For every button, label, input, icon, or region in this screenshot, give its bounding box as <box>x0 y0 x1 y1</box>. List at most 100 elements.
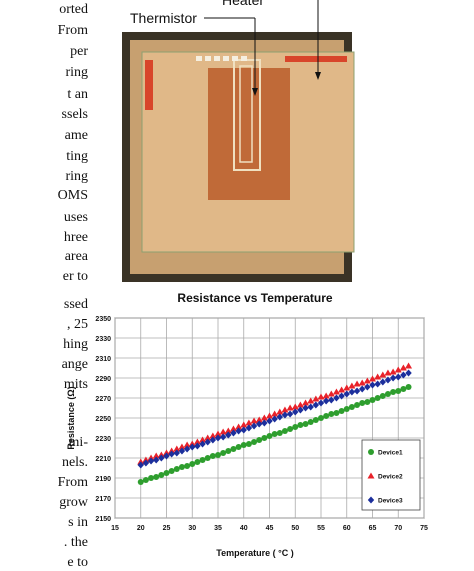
marker <box>147 457 155 465</box>
text-fragment: per <box>70 44 88 59</box>
marker <box>240 421 248 428</box>
marker <box>296 401 304 408</box>
legend-label: Device1 <box>378 450 403 457</box>
marker <box>286 410 294 418</box>
legend-marker <box>368 449 374 455</box>
text-fragment: ting <box>66 149 88 164</box>
text-fragment: grow <box>59 495 89 510</box>
marker <box>214 430 222 437</box>
marker <box>291 403 299 410</box>
marker <box>142 477 149 483</box>
marker <box>307 403 314 411</box>
y-tick-label: 2150 <box>95 516 111 523</box>
marker <box>219 428 227 435</box>
marker <box>178 447 186 455</box>
thermistor-inner <box>239 65 253 163</box>
marker <box>379 371 387 378</box>
marker <box>199 440 206 448</box>
marker <box>142 459 150 467</box>
marker <box>389 374 397 382</box>
marker <box>225 448 232 454</box>
marker <box>302 399 310 406</box>
text-fragment: s in <box>68 515 88 530</box>
x-tick-label: 40 <box>240 525 248 532</box>
marker <box>225 431 232 439</box>
marker <box>292 408 299 416</box>
marker <box>323 413 330 419</box>
x-tick-label: 20 <box>137 525 145 532</box>
text-fragment: ring <box>65 169 88 184</box>
y-tick-label: 2250 <box>95 416 111 423</box>
marker <box>338 408 345 414</box>
x-tick-label: 75 <box>420 525 428 532</box>
y-tick-label: 2170 <box>95 496 111 503</box>
marker <box>266 417 273 425</box>
text-fragment: ssed <box>64 297 88 312</box>
marker <box>369 381 376 389</box>
marker <box>312 401 320 409</box>
y-tick-label: 2190 <box>95 476 111 483</box>
marker <box>328 411 335 417</box>
text-fragment: uses <box>64 210 88 225</box>
y-tick-label: 2230 <box>95 436 111 443</box>
marker <box>152 452 160 459</box>
marker <box>276 430 283 436</box>
marker <box>173 466 180 472</box>
marker <box>338 392 345 400</box>
marker <box>245 419 253 426</box>
marker <box>281 428 288 434</box>
text-fragment: OMS <box>58 188 88 203</box>
marker <box>359 385 366 393</box>
marker <box>302 404 309 412</box>
marker <box>271 431 278 437</box>
marker <box>250 417 258 424</box>
marker <box>158 472 165 478</box>
marker <box>395 388 402 394</box>
marker <box>405 362 413 369</box>
marker <box>158 454 165 462</box>
marker <box>379 378 386 386</box>
marker <box>353 380 361 387</box>
marker <box>173 445 181 452</box>
marker <box>235 423 243 430</box>
marker <box>338 386 346 393</box>
marker <box>348 382 356 389</box>
marker <box>189 461 196 467</box>
marker <box>261 419 268 427</box>
marker <box>374 380 381 388</box>
marker <box>204 438 211 446</box>
marker <box>400 386 407 392</box>
marker <box>178 464 185 470</box>
marker <box>353 387 361 395</box>
marker <box>199 457 206 463</box>
legend-label: Device2 <box>378 474 403 481</box>
marker <box>302 421 309 427</box>
marker <box>354 402 361 408</box>
marker <box>183 441 191 448</box>
marker <box>405 369 412 377</box>
marker <box>230 446 237 452</box>
marker <box>395 373 402 381</box>
marker <box>224 427 232 434</box>
legend-marker <box>367 496 375 504</box>
heater-label: Heater <box>222 0 264 8</box>
marker <box>245 441 252 447</box>
marker <box>153 474 160 480</box>
marker <box>343 406 350 412</box>
marker <box>276 408 284 415</box>
marker <box>292 424 299 430</box>
text-fragment: mits <box>64 377 88 392</box>
y-tick-label: 2350 <box>95 316 111 323</box>
x-tick-label: 35 <box>214 525 222 532</box>
bond-pads <box>196 56 247 61</box>
legend-label: Device3 <box>378 498 403 505</box>
marker <box>256 420 263 428</box>
marker <box>390 389 397 395</box>
marker <box>178 443 186 450</box>
legend-marker <box>367 472 375 479</box>
chart-title: Resistance vs Temperature <box>177 291 333 305</box>
marker <box>343 390 350 398</box>
marker <box>261 435 268 441</box>
text-fragment: ame <box>65 128 88 143</box>
